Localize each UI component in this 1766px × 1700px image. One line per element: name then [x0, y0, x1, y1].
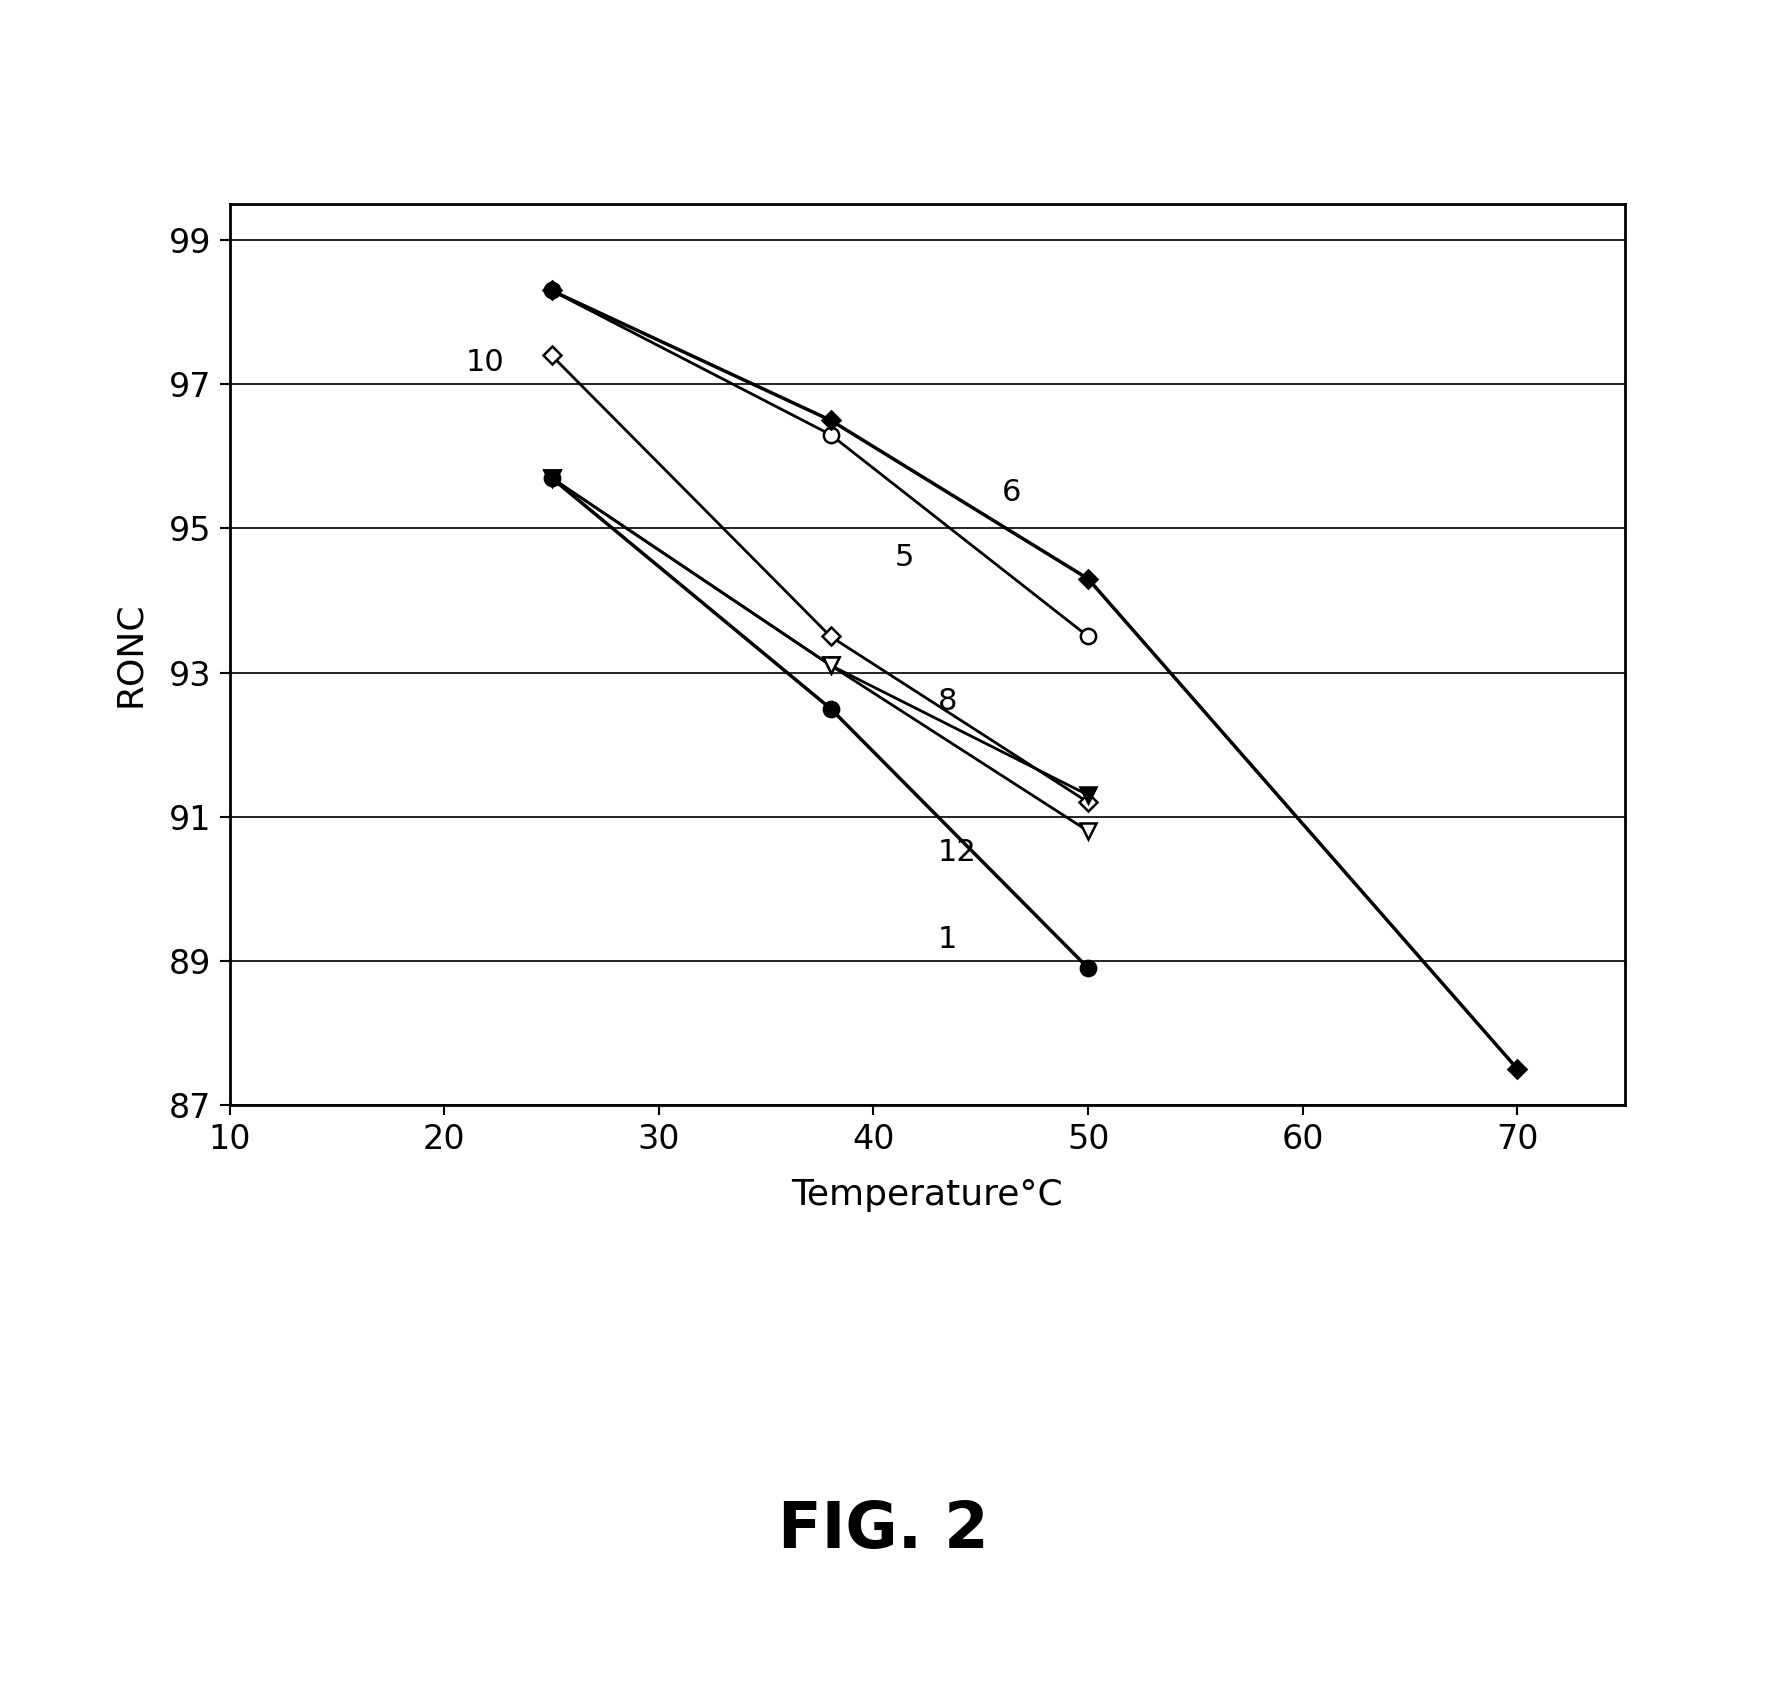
X-axis label: Temperature°C: Temperature°C — [791, 1178, 1063, 1212]
Text: 8: 8 — [938, 687, 957, 716]
Text: 12: 12 — [938, 838, 977, 867]
Text: FIG. 2: FIG. 2 — [777, 1499, 989, 1561]
Text: 10: 10 — [466, 348, 505, 377]
Text: 1: 1 — [938, 925, 957, 954]
Y-axis label: RONC: RONC — [113, 602, 147, 707]
Text: 5: 5 — [895, 542, 915, 571]
Text: 6: 6 — [1003, 478, 1023, 507]
